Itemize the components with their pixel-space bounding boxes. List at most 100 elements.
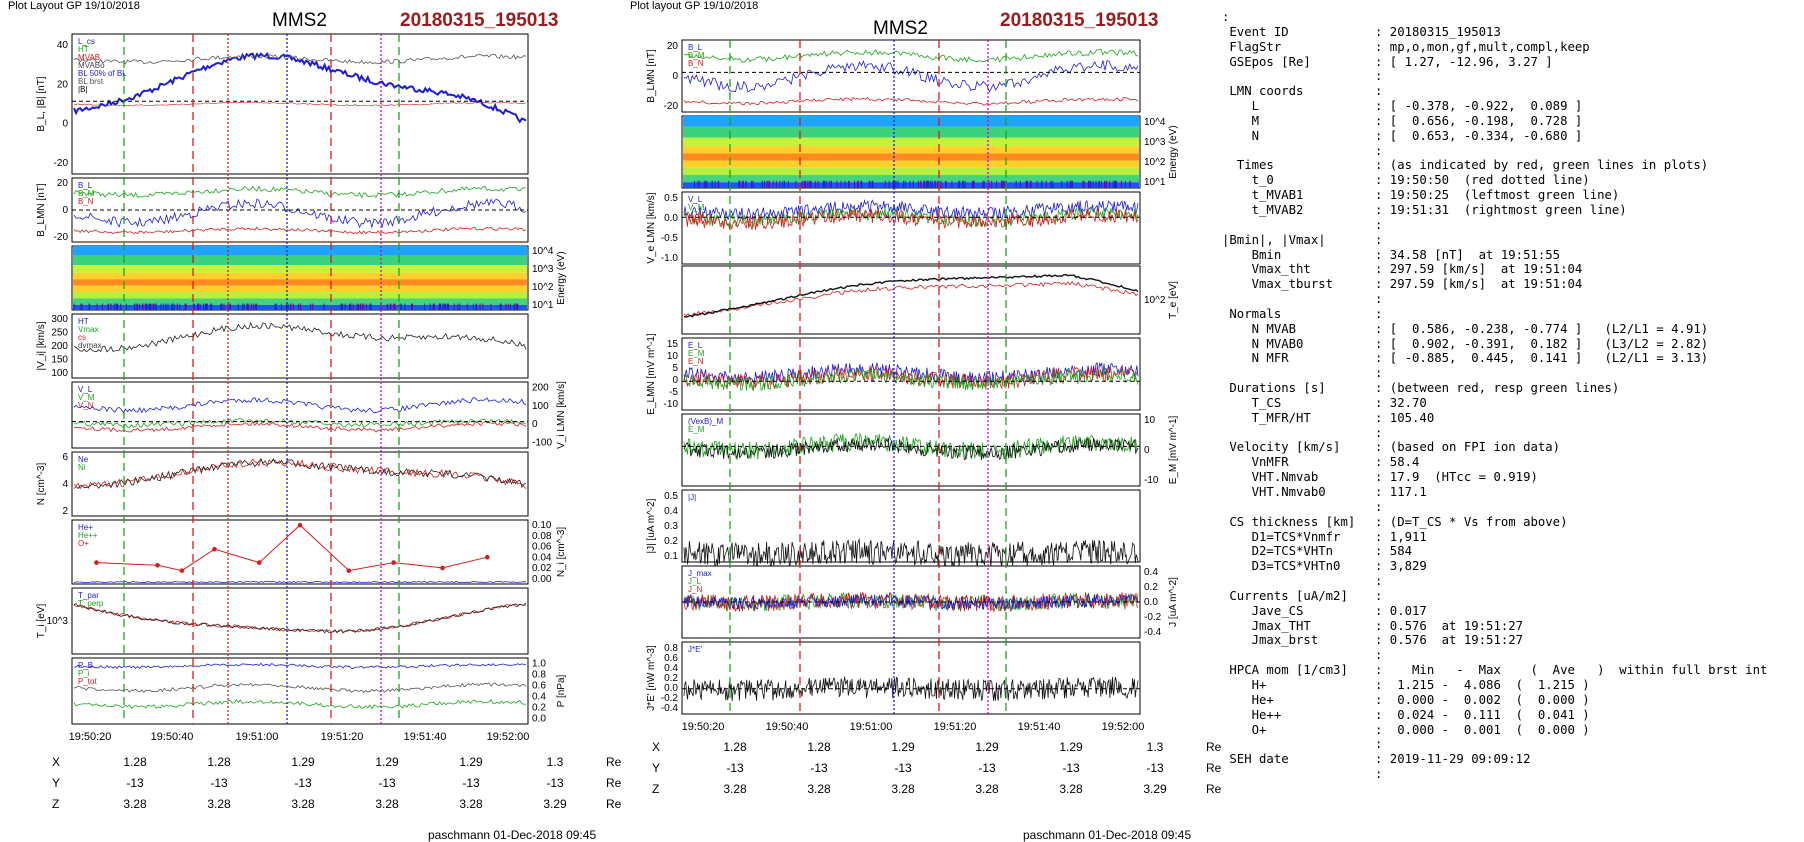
legend-entry: V_L [688, 195, 703, 204]
spectrogram-band [683, 116, 1139, 127]
y-axis-label: J*E' [nW m^-3] [646, 645, 657, 711]
y-tick-label: -1.0 [661, 253, 679, 264]
plot-panel [71, 177, 529, 243]
info-line: VHT.Nmvab: 17.9 (HTcc = 0.919) [1222, 470, 1767, 485]
legend-entry: dvmax [78, 341, 102, 350]
he-plus-plus-point [212, 546, 217, 552]
position-value: 3.28 [891, 781, 915, 796]
legend-entry: J_L [688, 577, 701, 586]
info-value: : 0.576 at 19:51:27 [1375, 633, 1524, 648]
info-value: : 0.000 - 0.002 ( 0.000 ) [1375, 692, 1590, 707]
info-key: FlagStr [1222, 39, 1282, 54]
position-value: 1.28 [123, 754, 147, 769]
info-line: O+: 0.000 - 0.001 ( 0.000 ) [1222, 723, 1767, 738]
info-key: t_MVAB1 [1222, 188, 1304, 203]
info-key: VnMFR [1222, 455, 1289, 470]
y-axis-label: |V_i| [km/s] [36, 321, 47, 370]
info-value: : 297.59 [km/s] at 19:51:04 [1375, 277, 1583, 292]
series-line [73, 226, 527, 235]
y-tick-label: 0 [672, 71, 678, 82]
info-line: Jmax_THT: 0.576 at 19:51:27 [1222, 619, 1767, 634]
y-tick-label: 10^4 [532, 246, 554, 257]
info-value: : [1375, 366, 1383, 381]
legend-entry: B_N [688, 59, 704, 68]
spectrogram-band [73, 255, 527, 266]
position-label: Z [52, 796, 60, 811]
info-key: M [1222, 113, 1260, 128]
series-line [73, 682, 527, 693]
panel-frame [71, 313, 529, 379]
position-row: X 1.28 1.28 1.29 1.29 1.29 1.3 Re [652, 737, 1236, 756]
info-line: N MVAB0: [ 0.902, -0.391, 0.182 ] (L3/L2… [1222, 337, 1767, 352]
legend-entry: P_B [78, 661, 93, 670]
info-value: : [1375, 84, 1383, 99]
legend-entry: |B| [78, 85, 88, 94]
position-value: 3.29 [1143, 781, 1167, 796]
legend-entry: Ne [78, 455, 89, 464]
position-label: X [652, 739, 661, 754]
info-value: : 17.9 (HTcc = 0.919) [1375, 470, 1538, 485]
plot-panel [681, 489, 1141, 569]
position-unit: Re [606, 796, 622, 811]
time-tick-label: 19:51:00 [850, 721, 893, 733]
info-value: : [1375, 588, 1383, 603]
info-line: Jave_CS: 0.017 [1222, 604, 1767, 619]
position-value: 1.28 [807, 739, 831, 754]
time-tick-label: 19:51:20 [934, 721, 977, 733]
legend-entry: V_N [78, 401, 94, 410]
plot-panel [681, 413, 1141, 487]
position-unit: Re [606, 754, 622, 769]
y-tick-label: 0.6 [532, 680, 546, 691]
legend-entry: B_N [78, 197, 94, 206]
y-tick-label: 15 [667, 339, 679, 350]
y-axis-label: N [cm^-3] [36, 463, 47, 506]
panel-frame [681, 39, 1141, 113]
legend-entry: B_L [78, 181, 93, 190]
info-value: : (D=T_CS * Vs from above) [1375, 514, 1568, 529]
position-value: -13 [894, 760, 912, 775]
left-footer: paschmann 01-Dec-2018 09:45 [428, 828, 597, 842]
spectrogram-band [73, 272, 527, 280]
y-tick-label: 0.8 [664, 643, 678, 654]
time-tick-label: 19:52:00 [1102, 721, 1145, 733]
he-plus-plus-point [179, 568, 185, 573]
left-header: Plot Layout GP 19/10/2018 [8, 0, 140, 12]
info-value: : 105.40 [1375, 410, 1435, 425]
y-tick-label: -20 [54, 232, 69, 243]
info-key: D2=TCS*VHTn [1222, 544, 1334, 559]
position-row: X 1.28 1.28 1.29 1.29 1.29 1.3 Re [52, 752, 636, 771]
series-line [73, 321, 527, 353]
info-line: SEH date: 2019-11-29 09:09:12 [1222, 752, 1767, 767]
y-tick-label: 0.10 [532, 520, 552, 531]
info-line: M : [ 0.656, -0.198, 0.728 ] [1222, 114, 1767, 129]
info-value: : [1375, 574, 1383, 589]
info-line: t_0: 19:50:50 (red dotted line) [1222, 173, 1767, 188]
y-tick-label: 0 [532, 419, 538, 430]
info-value: : [ 0.656, -0.198, 0.728 ] [1375, 113, 1583, 128]
position-value: 1.3 [546, 754, 564, 769]
y-tick-label: 10^3 [47, 616, 69, 627]
info-value: : 0.024 - 0.111 ( 0.041 ) [1375, 707, 1590, 722]
info-line: : [1222, 737, 1767, 752]
legend-entry: L_cs [78, 37, 95, 46]
y-tick-label: 0.1 [664, 551, 678, 562]
plot-panel [71, 451, 529, 517]
info-key: Vmax_tht [1222, 262, 1311, 277]
info-key: t_MVAB2 [1222, 202, 1304, 217]
spectrogram-band [683, 175, 1139, 183]
y-tick-label: -5 [669, 387, 678, 398]
info-value: : [ 1.27, -12.96, 3.27 ] [1375, 54, 1553, 69]
y-tick-label: 10^2 [532, 282, 554, 293]
y-tick-label: 0.6 [664, 653, 678, 664]
plot-panel [71, 381, 529, 449]
info-key: Velocity [km/s] [1222, 440, 1341, 455]
y-tick-label: 10 [1144, 415, 1156, 426]
y-tick-label: 0 [1144, 445, 1150, 456]
y-tick-label: 10^3 [1144, 137, 1166, 148]
plot-panel [71, 657, 529, 725]
panel-frame [71, 519, 529, 585]
info-line: Event ID: 20180315_195013 [1222, 25, 1767, 40]
series-line [73, 699, 527, 710]
info-line: N: [ 0.653, -0.334, -0.680 ] [1222, 129, 1767, 144]
